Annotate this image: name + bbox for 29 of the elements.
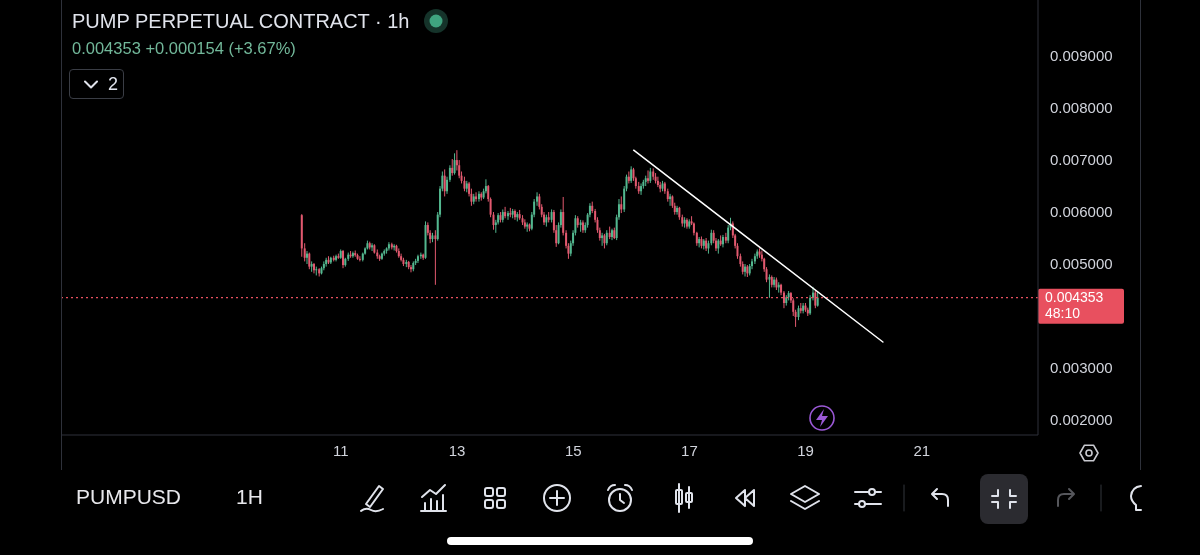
ref-line-label: 0.004353 48:10 <box>1045 288 1104 321</box>
text: 1H <box>236 485 263 509</box>
candlestick <box>507 210 510 221</box>
candlestick <box>523 218 526 230</box>
y-tick-label: 0.005000 <box>1050 255 1113 273</box>
annotation: 2 <box>108 73 119 95</box>
x-tick-label: 21 <box>913 441 931 459</box>
x-tick-label: 19 <box>797 441 814 459</box>
y-tick-label: 0.007000 <box>1050 151 1113 169</box>
text: PUMP PERPETUAL CONTRACT · 1h <box>72 9 410 33</box>
y-tick-label: 0.002000 <box>1050 411 1113 429</box>
dropdown-button: 2 <box>69 69 124 99</box>
candlestick <box>306 250 308 265</box>
y-tick-label: 0.008000 <box>1050 99 1113 117</box>
x-tick-label: 17 <box>681 441 698 459</box>
x-tick-label: 15 <box>564 441 582 459</box>
candlestick <box>387 241 390 251</box>
candlestick <box>656 176 659 188</box>
y-tick-label: 0.006000 <box>1050 203 1113 221</box>
y-tick-label: 0.003000 <box>1050 359 1113 377</box>
x-tick-label: 13 <box>448 441 466 459</box>
y-tick-label: 0.009000 <box>1050 47 1113 65</box>
text: PUMPUSD <box>76 485 182 509</box>
x-tick-label: 11 <box>333 441 349 459</box>
candlestick <box>724 232 727 244</box>
candlestick <box>753 253 756 265</box>
text: 0.004353 +0.000154 (+3.67%) <box>72 39 296 58</box>
candlestick <box>443 168 446 197</box>
candlestick <box>504 206 507 219</box>
